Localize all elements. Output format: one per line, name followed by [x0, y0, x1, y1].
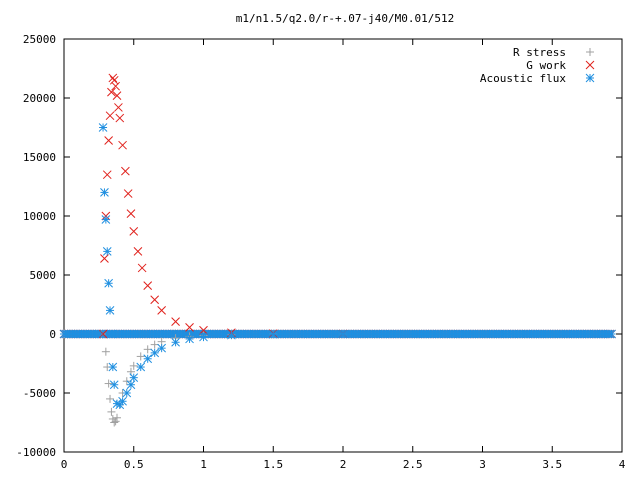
data-point [98, 329, 108, 339]
data-point [109, 75, 119, 85]
data-point [115, 113, 125, 123]
data-point [110, 418, 119, 427]
y-tick-label: 20000 [23, 92, 56, 105]
legend-label: G work [526, 59, 566, 72]
data-point [118, 396, 127, 406]
data-point [137, 263, 147, 273]
data-point [227, 330, 236, 340]
data-point [107, 407, 116, 416]
data-point [150, 348, 160, 358]
data-point [101, 347, 110, 356]
data-point [338, 329, 348, 339]
x-tick-label: 2.5 [403, 458, 423, 471]
zero-baseline-points [59, 329, 616, 339]
data-point [136, 362, 146, 372]
data-point [118, 140, 127, 150]
data-point [129, 373, 139, 383]
y-tick-label: 5000 [30, 269, 57, 282]
data-point [100, 254, 109, 263]
data-point [106, 394, 115, 403]
data-point [129, 361, 138, 370]
y-tick-label: 0 [49, 328, 56, 341]
data-point [101, 215, 111, 224]
data-point [104, 379, 113, 388]
y-tick-labels: -10000 -5000 0 5000 10000 15000 20000 25000 [16, 33, 56, 459]
data-point [122, 388, 132, 398]
data-point [108, 73, 118, 83]
data-point [185, 334, 194, 344]
data-point [171, 337, 180, 347]
y-tick-label: 25000 [23, 33, 56, 46]
data-point [104, 136, 113, 145]
x-tick-label: 4 [619, 458, 626, 471]
data-point [143, 354, 153, 364]
x-tick-label: 1 [200, 458, 207, 471]
data-point [109, 380, 119, 390]
x-tick-label: 1.5 [263, 458, 283, 471]
x-tick-label: 3.5 [542, 458, 562, 471]
data-point [157, 343, 167, 353]
data-point [112, 91, 122, 100]
x-tick-labels: 0 0.5 1 1.5 2 2.5 3 3.5 4 [61, 458, 626, 471]
data-point [150, 340, 159, 349]
data-point [199, 325, 208, 335]
x-tick-label: 3 [479, 458, 486, 471]
data-point [126, 209, 136, 218]
data-point [104, 278, 113, 288]
data-point [114, 103, 123, 112]
data-point [107, 329, 116, 339]
data-point [150, 295, 160, 305]
chart-title: m1/n1.5/q2.0/r-+.07-j40/M0.01/512 [236, 12, 455, 25]
data-point [105, 111, 115, 121]
legend-label: R stress [513, 46, 566, 59]
data-points [94, 73, 348, 427]
data-point [108, 362, 118, 372]
legend-label: Acoustic flux [480, 72, 566, 85]
y-tick-label: -10000 [16, 446, 56, 459]
data-point [100, 188, 109, 197]
legend-marker [585, 73, 595, 83]
data-point [185, 323, 194, 332]
data-point [111, 417, 120, 426]
data-point [171, 317, 180, 326]
data-point [123, 189, 133, 198]
axis-ticks [63, 38, 623, 453]
y-tick-label: 10000 [23, 210, 56, 223]
data-point [111, 81, 120, 91]
data-point [113, 413, 122, 422]
data-point [268, 330, 278, 339]
x-tick-label: 2 [340, 458, 347, 471]
baseline-point [607, 329, 616, 339]
x-tick-label: 0.5 [124, 458, 144, 471]
y-tick-label: 15000 [23, 151, 56, 164]
data-point [105, 306, 115, 315]
data-point [133, 247, 143, 256]
data-point [143, 281, 153, 290]
y-tick-label: -5000 [23, 387, 56, 400]
x-tick-label: 0 [61, 458, 68, 471]
data-point [136, 352, 145, 361]
data-point [98, 123, 108, 132]
data-point [107, 87, 116, 97]
data-point [102, 247, 112, 256]
data-point [102, 170, 112, 180]
data-point [126, 380, 136, 390]
data-point [199, 332, 208, 342]
data-point [94, 329, 104, 339]
data-point [143, 345, 152, 354]
data-point [129, 226, 139, 236]
legend-marker [585, 60, 595, 70]
legend-marker [586, 48, 594, 56]
data-point [157, 306, 167, 315]
data-point [121, 166, 130, 176]
plot-frame [63, 38, 623, 453]
